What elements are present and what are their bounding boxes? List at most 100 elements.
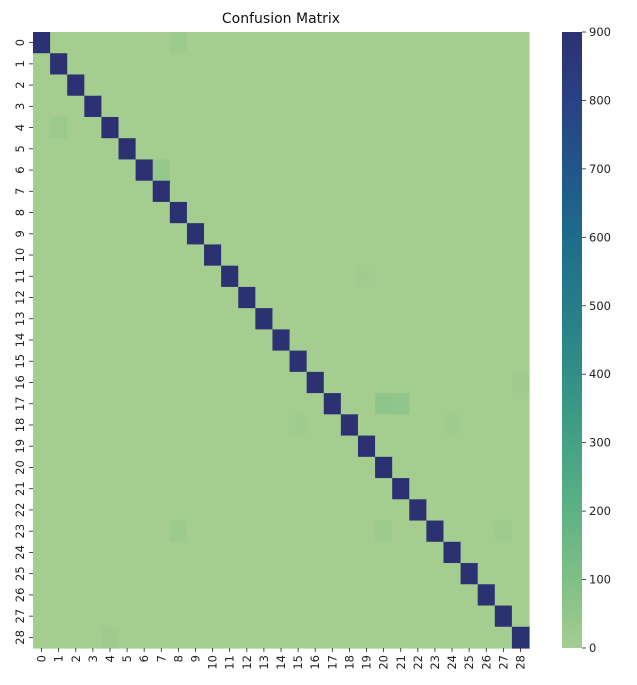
heatmap-cell-r13-c23: [426, 308, 445, 330]
heatmap-cell-r15-c3: [84, 350, 103, 373]
heatmap-cell-r10-c21: [392, 244, 410, 267]
heatmap-cell-r27-c9: [186, 605, 205, 628]
heatmap-cell-r5-c14: [272, 138, 291, 161]
heatmap-cell-r15-c16: [306, 350, 325, 373]
heatmap-cell-r9-c4: [101, 223, 120, 246]
heatmap-cell-r11-c7: [152, 265, 171, 288]
heatmap-cell-r24-c3: [84, 541, 103, 564]
heatmap-cell-r1-c12: [238, 53, 256, 76]
heatmap-cell-r18-c0: [33, 414, 51, 437]
heatmap-cell-r14-c7: [152, 329, 171, 352]
heatmap-cell-r13-c25: [460, 308, 479, 330]
heatmap-cell-r21-c26: [477, 478, 496, 500]
heatmap-cell-r8-c0: [33, 201, 51, 224]
heatmap-cell-r19-c10: [204, 435, 222, 458]
heatmap-cell-r25-c7: [152, 563, 171, 585]
heatmap-cell-r22-c23: [426, 499, 445, 522]
heatmap-cell-r14-c28: [511, 329, 530, 352]
heatmap-cell-r27-c24: [443, 605, 462, 628]
heatmap-cell-r26-c3: [84, 584, 103, 607]
heatmap-cell-r20-c28: [511, 456, 530, 479]
heatmap-cell-r9-c12: [238, 223, 256, 246]
heatmap-cell-r6-c17: [323, 159, 342, 182]
heatmap-cell-r19-c2: [67, 435, 85, 458]
heatmap-cell-r21-c14: [272, 478, 291, 500]
heatmap-cell-r19-c18: [340, 435, 359, 458]
heatmap-cell-r8-c12: [238, 201, 256, 224]
heatmap-cell-r14-c8: [169, 329, 188, 352]
heatmap-cell-r17-c20: [375, 393, 393, 415]
heatmap-cell-r23-c28: [511, 520, 530, 543]
heatmap-cell-r24-c22: [409, 541, 427, 564]
heatmap-cell-r4-c8: [169, 116, 188, 139]
heatmap-cell-r17-c2: [67, 393, 85, 415]
heatmap-cell-r25-c9: [186, 563, 205, 585]
heatmap-cell-r11-c20: [375, 265, 393, 288]
heatmap-cell-r1-c13: [255, 53, 274, 76]
heatmap-cell-r4-c18: [340, 116, 359, 139]
heatmap-cell-r11-c10: [204, 265, 222, 288]
heatmap-cell-r12-c22: [409, 286, 427, 309]
heatmap-cell-r18-c7: [152, 414, 171, 437]
heatmap-cell-r15-c13: [255, 350, 274, 373]
heatmap-cell-r2-c0: [33, 74, 51, 97]
heatmap-cell-r13-c14: [272, 308, 291, 330]
heatmap-cell-r9-c24: [443, 223, 462, 246]
heatmap-cell-r12-c18: [340, 286, 359, 309]
y-tick-label-14: 14: [13, 333, 27, 348]
heatmap-cell-r10-c14: [272, 244, 291, 267]
heatmap-cell-r13-c2: [67, 308, 85, 330]
heatmap-cell-r21-c17: [323, 478, 342, 500]
heatmap-cell-r11-c23: [426, 265, 445, 288]
x-tick-label-0: 0: [35, 655, 49, 662]
heatmap-cell-r3-c14: [272, 95, 291, 118]
heatmap-cell-r0-c22: [409, 32, 427, 54]
heatmap-cell-r25-c21: [392, 563, 410, 585]
heatmap-cell-r8-c18: [340, 201, 359, 224]
heatmap-cell-r22-c18: [340, 499, 359, 522]
heatmap-cell-r10-c7: [152, 244, 171, 267]
heatmap-cell-r8-c9: [186, 201, 205, 224]
heatmap-cell-r14-c25: [460, 329, 479, 352]
heatmap-cell-r25-c5: [118, 563, 137, 585]
heatmap-cell-r18-c18: [340, 414, 359, 437]
colorbar-tick-label-100: 100: [589, 573, 611, 587]
heatmap-cell-r15-c4: [101, 350, 120, 373]
heatmap-cell-r8-c28: [511, 201, 530, 224]
heatmap-cell-r5-c21: [392, 138, 410, 161]
heatmap-cell-r27-c22: [409, 605, 427, 628]
heatmap-cell-r0-c15: [289, 32, 308, 54]
heatmap-cell-r28-c8: [169, 626, 188, 649]
heatmap-cell-r15-c1: [50, 350, 68, 373]
heatmap-cell-r12-c21: [392, 286, 410, 309]
x-tick-label-21: 21: [394, 655, 408, 670]
heatmap-cell-r6-c23: [426, 159, 445, 182]
heatmap-cell-r10-c19: [357, 244, 376, 267]
heatmap-cell-r15-c21: [392, 350, 410, 373]
heatmap-cell-r4-c0: [33, 116, 51, 139]
heatmap-cell-r5-c12: [238, 138, 256, 161]
heatmap-cell-r10-c17: [323, 244, 342, 267]
heatmap-cell-r6-c4: [101, 159, 120, 182]
heatmap-cell-r27-c15: [289, 605, 308, 628]
heatmap-cell-r14-c27: [494, 329, 513, 352]
heatmap-cell-r11-c5: [118, 265, 137, 288]
heatmap-cell-r16-c22: [409, 371, 427, 394]
heatmap-cell-r2-c15: [289, 74, 308, 97]
heatmap-cell-r8-c4: [101, 201, 120, 224]
heatmap-cell-r27-c4: [101, 605, 120, 628]
heatmap-cell-r16-c4: [101, 371, 120, 394]
heatmap-cell-r5-c0: [33, 138, 51, 161]
heatmap-cell-r17-c10: [204, 393, 222, 415]
heatmap-cell-r5-c23: [426, 138, 445, 161]
heatmap-cell-r11-c18: [340, 265, 359, 288]
heatmap-cell-r28-c26: [477, 626, 496, 649]
heatmap-cell-r19-c4: [101, 435, 120, 458]
heatmap-cell-r7-c22: [409, 180, 427, 203]
x-tick-label-9: 9: [189, 655, 203, 662]
heatmap-cell-r5-c11: [221, 138, 239, 161]
heatmap-cell-r5-c7: [152, 138, 171, 161]
heatmap-cell-r18-c17: [323, 414, 342, 437]
heatmap-cell-r21-c16: [306, 478, 325, 500]
heatmap-cell-r2-c22: [409, 74, 427, 97]
